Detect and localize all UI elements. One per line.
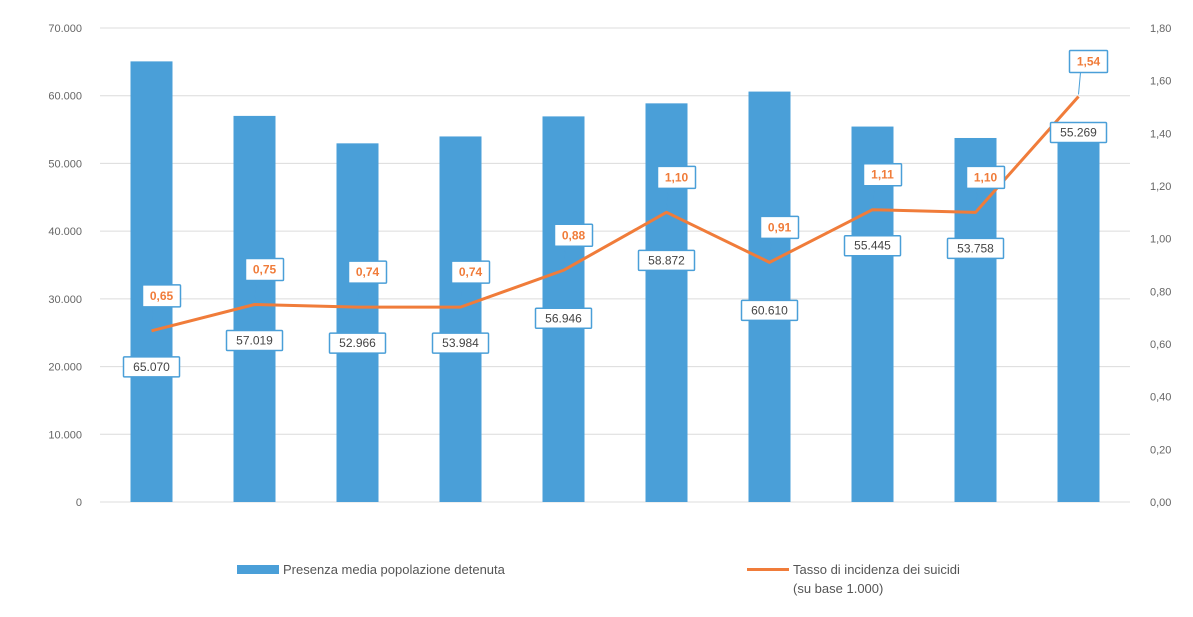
line-data-label-box bbox=[141, 284, 182, 308]
line-data-label-box bbox=[450, 260, 491, 284]
line-data-label-box bbox=[862, 162, 903, 187]
line-data-label: 1,10 bbox=[974, 170, 998, 184]
right-axis-tick-labels: 0,00 0,20 0,40 0,60 0,80 1,00 1,20 1,40 1,60 1,80 bbox=[1150, 23, 1171, 509]
line-data-label: 1,11 bbox=[871, 168, 894, 182]
legend-item-line: Tasso di incidenza dei suicidi (su base … bbox=[747, 560, 960, 598]
series-line bbox=[151, 95, 1080, 333]
bar-data-label-box bbox=[637, 249, 696, 272]
right-axis-tick-label: 1,20 bbox=[1150, 181, 1171, 193]
combo-chart: 0 10.000 20.000 30.000 40.000 50.000 60.000 70.… bbox=[48, 23, 1171, 509]
right-axis-tick-label: 0,00 bbox=[1150, 497, 1171, 509]
line-label-leader bbox=[563, 246, 566, 269]
right-axis-tick-label: 0,80 bbox=[1150, 286, 1171, 298]
legend-bar-swatch bbox=[237, 565, 279, 574]
bar-data-label-box bbox=[225, 329, 284, 352]
line-data-label: 0,74 bbox=[356, 265, 380, 279]
line-data-label: 1,10 bbox=[665, 170, 689, 184]
bar-data-label-box bbox=[1049, 121, 1108, 144]
bar-data-label: 55.445 bbox=[854, 239, 891, 253]
bar-data-label-box bbox=[328, 332, 387, 354]
line-label-leader bbox=[975, 188, 978, 211]
right-axis-tick-label: 0,20 bbox=[1150, 444, 1171, 456]
bar bbox=[130, 61, 173, 502]
bar bbox=[1057, 127, 1100, 503]
legend-line-swatch bbox=[747, 568, 789, 571]
bar-data-label-box bbox=[431, 332, 490, 354]
bar-series bbox=[130, 61, 1100, 503]
bar-data-label: 55.269 bbox=[1060, 125, 1097, 139]
bar-data-label: 52.966 bbox=[339, 336, 376, 350]
bar bbox=[748, 91, 791, 503]
line-label-leader bbox=[460, 283, 463, 306]
line-data-label-box bbox=[759, 215, 800, 240]
bar-data-label: 53.984 bbox=[442, 336, 479, 350]
line-data-label: 0,74 bbox=[459, 265, 483, 279]
bar bbox=[336, 143, 379, 502]
line-data-label: 0,65 bbox=[150, 289, 174, 303]
line-data-label-box bbox=[553, 223, 594, 248]
bar-data-label-box bbox=[122, 356, 181, 378]
left-axis-tick-label: 70.000 bbox=[48, 23, 82, 35]
line-label-leader bbox=[872, 185, 875, 208]
legend: Presenza media popolazione detenuta Tass… bbox=[0, 560, 1193, 610]
bar bbox=[954, 137, 997, 502]
line-data-label: 0,88 bbox=[562, 228, 586, 242]
bar-data-label: 65.070 bbox=[133, 360, 170, 374]
legend-line-label-line1: Tasso di incidenza dei suicidi bbox=[793, 562, 960, 577]
line-label-leader bbox=[769, 238, 772, 261]
left-axis-tick-label: 20.000 bbox=[48, 362, 82, 374]
legend-bar-label: Presenza media popolazione detenuta bbox=[283, 562, 505, 577]
line-label-leader bbox=[254, 280, 257, 303]
left-axis-tick-label: 40.000 bbox=[48, 226, 82, 238]
line-series bbox=[151, 95, 1080, 333]
line-data-label-box bbox=[347, 260, 388, 284]
line-label-leader bbox=[151, 306, 154, 329]
bar-data-label: 56.946 bbox=[545, 311, 582, 325]
line-data-label-box bbox=[656, 165, 697, 190]
line-data-label-box bbox=[244, 257, 285, 282]
left-axis-tick-label: 50.000 bbox=[48, 158, 82, 170]
legend-line-label: Tasso di incidenza dei suicidi (su base … bbox=[793, 560, 960, 598]
bar-data-label-box bbox=[740, 299, 799, 322]
legend-line-label-line2: (su base 1.000) bbox=[793, 581, 884, 596]
bar bbox=[645, 103, 688, 503]
right-axis-tick-label: 1,00 bbox=[1150, 234, 1171, 246]
legend-item-bars: Presenza media popolazione detenuta bbox=[237, 560, 505, 579]
line-data-label-box bbox=[1068, 49, 1109, 74]
right-axis-tick-label: 0,40 bbox=[1150, 392, 1171, 404]
line-label-leader bbox=[666, 188, 669, 211]
bar bbox=[851, 126, 894, 503]
line-data-labels: 0,65 0,75 0,74 0,74 0,88 1,10 0,91 1,11 1,10 1,54 bbox=[141, 49, 1109, 329]
bar-data-label-box bbox=[843, 234, 902, 257]
right-axis-tick-label: 0,60 bbox=[1150, 339, 1171, 351]
bar-data-labels: 65.070 57.019 52.966 53.984 56.946 58.872 60.6… bbox=[122, 121, 1108, 378]
bar-data-label: 60.610 bbox=[751, 303, 788, 317]
line-label-leader bbox=[357, 283, 360, 306]
left-axis-tick-label: 60.000 bbox=[48, 91, 82, 103]
right-axis-tick-label: 1,60 bbox=[1150, 76, 1171, 88]
bar-data-label: 53.758 bbox=[957, 241, 994, 255]
left-axis-tick-labels: 0 10.000 20.000 30.000 40.000 50.000 60.000 70.… bbox=[48, 23, 82, 509]
left-axis-tick-label: 10.000 bbox=[48, 429, 82, 441]
line-data-label: 0,91 bbox=[768, 220, 792, 234]
left-axis-tick-label: 30.000 bbox=[48, 294, 82, 306]
bar-data-label: 57.019 bbox=[236, 334, 273, 348]
line-data-label: 0,75 bbox=[253, 263, 277, 277]
line-data-label-box bbox=[965, 165, 1006, 190]
right-axis-tick-label: 1,40 bbox=[1150, 128, 1171, 140]
left-axis-tick-label: 0 bbox=[76, 497, 82, 509]
bar-data-label-box bbox=[534, 307, 593, 330]
right-axis-tick-label: 1,80 bbox=[1150, 23, 1171, 35]
line-label-leader bbox=[1078, 72, 1081, 95]
line-data-label: 1,54 bbox=[1077, 54, 1101, 68]
bar-data-label: 58.872 bbox=[648, 253, 685, 267]
bar-data-label-box bbox=[946, 237, 1005, 260]
bar bbox=[439, 136, 482, 502]
